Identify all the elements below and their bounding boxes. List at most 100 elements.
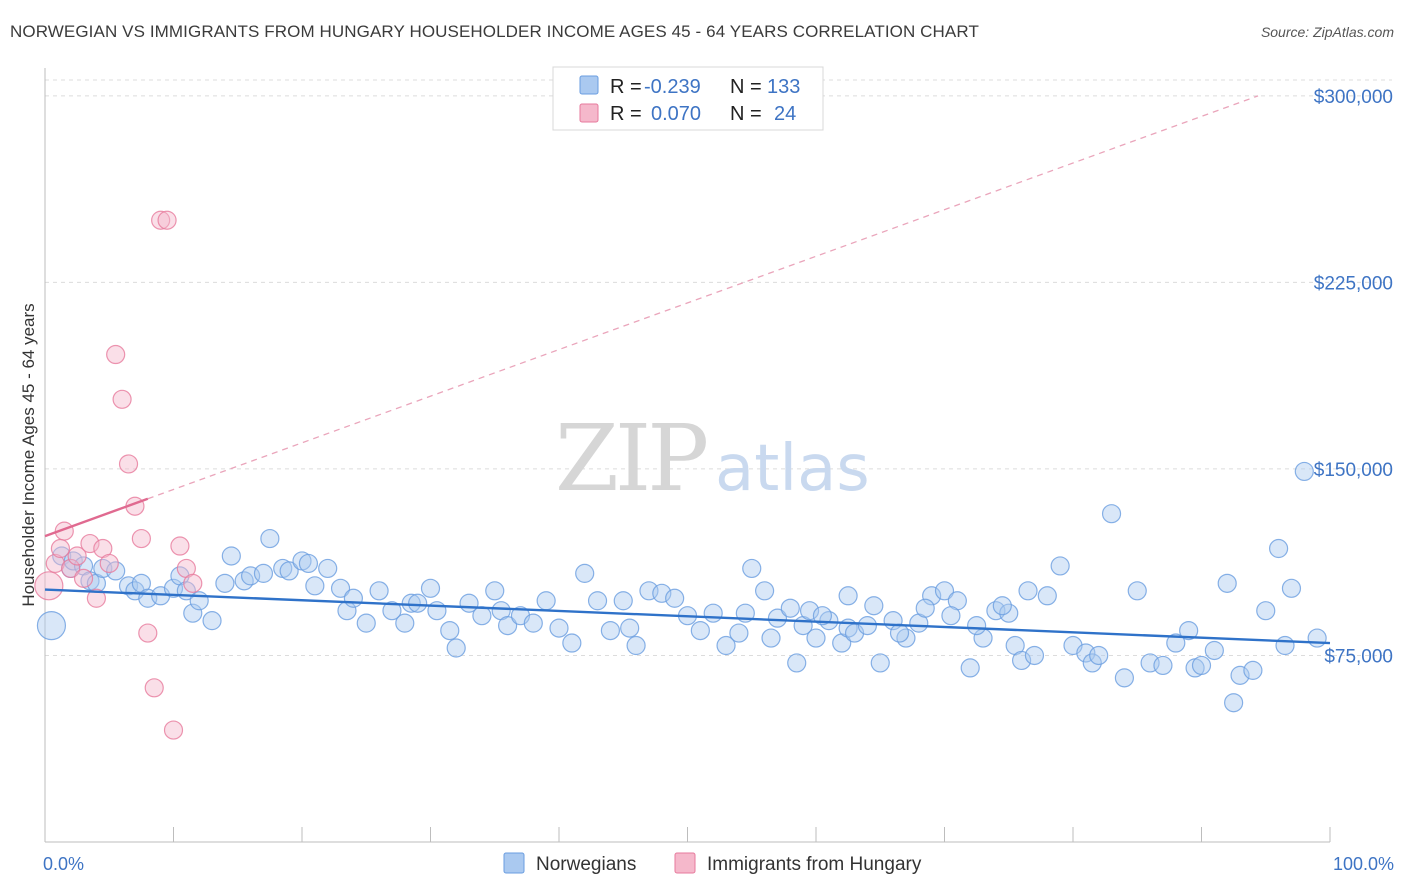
norwegian-point-113 bbox=[1230, 665, 1250, 685]
hungary-point-10 bbox=[99, 553, 119, 574]
norwegian-point-53 bbox=[549, 618, 569, 638]
norwegian-point-128 bbox=[915, 598, 935, 618]
hungary-trend-line bbox=[44, 497, 149, 538]
norwegian-point-126 bbox=[864, 596, 884, 616]
norwegian-point-59 bbox=[620, 618, 640, 638]
hungary-point-15 bbox=[131, 528, 151, 549]
hungary-point-20 bbox=[163, 720, 184, 740]
hungary-point-16 bbox=[138, 623, 158, 643]
norwegian-point-63 bbox=[665, 588, 685, 608]
legend-top-r-label-2: R = bbox=[610, 103, 642, 125]
norwegian-point-72 bbox=[780, 598, 800, 618]
hungary-point-7 bbox=[80, 533, 100, 554]
norwegian-point-75 bbox=[806, 628, 826, 648]
hungary-point-1 bbox=[45, 553, 65, 574]
hungary-point-11 bbox=[106, 344, 126, 365]
norwegian-point-109 bbox=[1191, 655, 1212, 676]
norwegian-point-21 bbox=[221, 546, 241, 566]
norwegian-point-67 bbox=[716, 635, 736, 656]
norwegian-point-115 bbox=[1256, 601, 1276, 621]
norwegian-point-131 bbox=[992, 596, 1012, 616]
norwegian-point-100 bbox=[1089, 645, 1109, 666]
norwegian-point-57 bbox=[600, 620, 621, 641]
norwegian-point-80 bbox=[857, 616, 878, 636]
hungary-point-19 bbox=[157, 210, 177, 230]
norwegian-point-17 bbox=[183, 603, 203, 623]
norwegian-point-112 bbox=[1224, 693, 1244, 713]
hungary-point-13 bbox=[118, 454, 139, 474]
watermark-zip: ZIP bbox=[555, 405, 706, 512]
legend-top-n-value-2: 24 bbox=[774, 103, 796, 125]
hungary-point-6 bbox=[73, 568, 94, 588]
norwegian-point-34 bbox=[343, 588, 363, 608]
hungary-trend-extension bbox=[147, 95, 1259, 500]
x-tick-label-max: 100.0% bbox=[1333, 854, 1394, 874]
norwegian-point-62 bbox=[652, 583, 672, 603]
norwegian-point-94 bbox=[1024, 645, 1045, 666]
norwegian-point-56 bbox=[587, 591, 608, 611]
norwegian-point-37 bbox=[382, 601, 402, 621]
norwegian-point-42 bbox=[427, 601, 447, 621]
norwegian-point-88 bbox=[960, 658, 980, 678]
norwegian-point-27 bbox=[279, 561, 299, 581]
hungary-point-5 bbox=[67, 546, 87, 566]
norwegian-point-118 bbox=[1281, 578, 1302, 598]
norwegian-point-31 bbox=[318, 558, 338, 579]
hungary-point-18 bbox=[151, 210, 171, 230]
norwegian-point-51 bbox=[523, 613, 543, 633]
norwegian-point-125 bbox=[838, 586, 858, 606]
legend-label-hungary: Immigrants from Hungary bbox=[707, 854, 922, 875]
norwegian-point-105 bbox=[1153, 655, 1173, 676]
norwegian-trend-line bbox=[44, 588, 1331, 645]
norwegian-point-120 bbox=[1307, 628, 1327, 648]
y-tick-labels: $75,000 $150,000 $225,000 $300,000 bbox=[1314, 87, 1393, 668]
norwegian-point-117 bbox=[1275, 635, 1295, 656]
norwegian-point-81 bbox=[870, 653, 890, 673]
legend-top-r-value-1: -0.239 bbox=[644, 76, 701, 98]
legend-top-n-value-1: 133 bbox=[767, 76, 800, 98]
norwegian-point-85 bbox=[922, 586, 942, 606]
norwegian-point-44 bbox=[446, 638, 466, 658]
norwegian-point-0 bbox=[36, 611, 67, 641]
legend-bottom: Norwegians Immigrants from Hungary bbox=[503, 852, 922, 875]
norwegian-point-96 bbox=[1050, 556, 1070, 576]
legend-swatch-hungary bbox=[674, 852, 696, 874]
norwegian-point-60 bbox=[626, 635, 646, 656]
norwegian-point-101 bbox=[1101, 504, 1122, 524]
norwegian-point-43 bbox=[440, 620, 460, 641]
norwegian-point-116 bbox=[1268, 538, 1289, 559]
norwegian-point-71 bbox=[767, 608, 788, 628]
chart-source: Source: ZipAtlas.com bbox=[1260, 24, 1394, 40]
norwegian-point-40 bbox=[408, 593, 428, 613]
chart-title: NORWEGIAN VS IMMIGRANTS FROM HUNGARY HOU… bbox=[10, 22, 979, 41]
hungary-point-21 bbox=[170, 536, 190, 556]
hungary-point-4 bbox=[61, 558, 81, 579]
legend-top-swatch-norwegians bbox=[579, 75, 599, 95]
norwegian-point-130 bbox=[967, 616, 987, 636]
watermark: ZIP atlas bbox=[555, 405, 870, 512]
norwegian-point-47 bbox=[485, 581, 505, 601]
norwegian-point-54 bbox=[562, 633, 582, 653]
norwegian-point-93 bbox=[1011, 650, 1032, 671]
norwegian-point-74 bbox=[799, 601, 820, 621]
norwegian-point-65 bbox=[690, 620, 710, 641]
y-axis-label: Householder Income Ages 45 - 64 years bbox=[19, 303, 38, 606]
norwegian-point-69 bbox=[742, 558, 762, 579]
hungary-point-23 bbox=[183, 573, 203, 593]
norwegian-point-95 bbox=[1037, 586, 1057, 606]
y-tick-label-2: $225,000 bbox=[1314, 273, 1393, 294]
norwegian-point-122 bbox=[761, 628, 781, 648]
norwegian-point-8 bbox=[106, 561, 126, 581]
axes bbox=[44, 68, 1331, 843]
legend-top-n-label-1: N = bbox=[730, 76, 762, 98]
norwegian-point-55 bbox=[575, 563, 595, 583]
norwegian-point-32 bbox=[330, 578, 351, 598]
norwegian-point-83 bbox=[896, 628, 916, 648]
norwegian-point-106 bbox=[1166, 633, 1186, 653]
norwegian-point-38 bbox=[395, 613, 415, 633]
norwegian-point-19 bbox=[202, 611, 222, 631]
norwegian-point-20 bbox=[215, 573, 235, 593]
norwegian-point-68 bbox=[729, 623, 749, 643]
legend-top: R = -0.239 N = 133 R = 0.070 N = 24 bbox=[552, 66, 824, 131]
